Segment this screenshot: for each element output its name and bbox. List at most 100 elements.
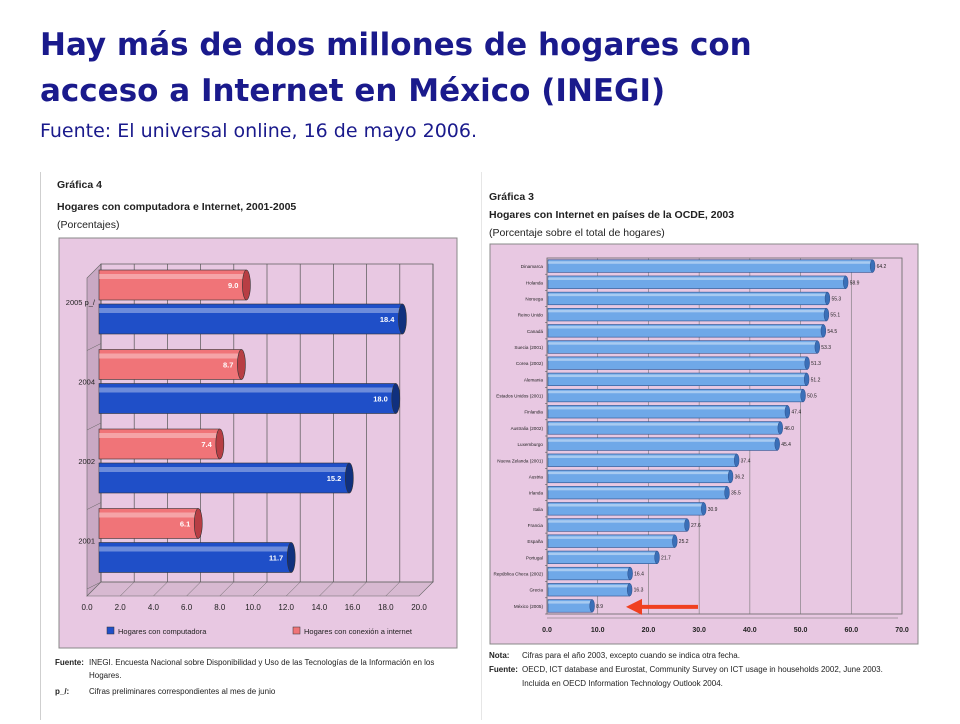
footnote-text: Cifras preliminares correspondientes al … xyxy=(89,687,276,696)
chart-heading: Gráfica 4 xyxy=(57,179,102,191)
bar-internet-2005-p xyxy=(98,269,247,301)
bar-cap xyxy=(804,356,810,370)
bar-highlight xyxy=(548,293,828,297)
chart-subtitle: (Porcentaje sobre el total de hogares) xyxy=(489,227,665,239)
category-label-canada: Canadá xyxy=(527,329,544,334)
bar-highlight xyxy=(99,387,396,393)
bar-cap xyxy=(589,599,595,613)
slide-title: Hay más de dos millones de hogares con a… xyxy=(40,22,940,114)
bar-cap xyxy=(869,259,876,273)
category-label-noruega: Noruega xyxy=(525,296,543,301)
bar-value-label: 46.0 xyxy=(784,426,794,432)
category-label-mexico-2005: México (2005) xyxy=(514,604,544,609)
bar-highlight xyxy=(548,471,731,475)
chart-subtitle: (Porcentajes) xyxy=(57,219,119,231)
bar-computer-2004 xyxy=(98,383,397,414)
chart-title: Hogares con computadora e Internet, 2001… xyxy=(57,201,296,213)
bar-value-label: 15.2 xyxy=(327,474,342,483)
x-tick-label: 20.0 xyxy=(642,627,656,634)
category-label-espana: España xyxy=(527,539,543,544)
bar-cap xyxy=(777,421,783,435)
bar-computer-2005-p xyxy=(98,303,403,335)
bar-internet-2001 xyxy=(98,508,199,539)
x-tick-label: 4.0 xyxy=(148,603,160,612)
bar-cap xyxy=(654,550,660,564)
bar-cap xyxy=(701,502,707,516)
x-tick-label: 16.0 xyxy=(345,603,361,612)
bar-cap xyxy=(398,303,407,335)
gridline-floor xyxy=(186,581,201,597)
bar-value-label: 53.3 xyxy=(821,345,831,351)
bar-cap xyxy=(800,388,806,403)
bar-cap xyxy=(804,372,810,386)
bar-value-label: 45.4 xyxy=(781,442,791,448)
bar-value-label: 58.9 xyxy=(850,280,860,286)
bar-value-label: 11.7 xyxy=(269,554,283,563)
category-label-australia-2002: Australia (2002) xyxy=(511,426,544,431)
bar-highlight xyxy=(548,342,818,345)
bar-value-label: 7.4 xyxy=(201,440,212,449)
x-tick-label: 70.0 xyxy=(895,627,909,634)
bar-value-label: 55.1 xyxy=(830,313,840,319)
bar-cap xyxy=(774,437,780,451)
bar-highlight xyxy=(548,261,873,264)
category-label-reino-unido: Reino Unido xyxy=(518,313,544,318)
footnote-label: Nota: xyxy=(489,651,509,660)
gridline-floor xyxy=(153,581,168,597)
x-tick-label: 60.0 xyxy=(844,627,858,634)
bar-highlight xyxy=(548,390,804,394)
bar-cap xyxy=(823,308,830,322)
bar-highlight xyxy=(548,423,781,426)
bar-cap xyxy=(843,275,849,289)
x-tick-label: 50.0 xyxy=(794,627,808,634)
category-label-corea-2002: Corea (2002) xyxy=(516,361,544,366)
category-label-luxemburgo: Luxemburgo xyxy=(517,442,543,447)
bar-value-label: 64.2 xyxy=(877,264,887,270)
x-tick-label: 10.0 xyxy=(591,627,605,634)
bar-value-label: 16.4 xyxy=(634,572,644,578)
gridline-floor xyxy=(86,581,102,597)
bar-cap xyxy=(345,462,354,494)
x-tick-label: 30.0 xyxy=(692,627,706,634)
bar-highlight xyxy=(548,358,808,361)
bar-highlight xyxy=(548,601,593,604)
footnote-text: Incluida en OECD Information Technology … xyxy=(522,679,723,688)
category-label-finlandia: Finlandia xyxy=(524,410,543,415)
category-label-austria: Austria xyxy=(529,474,544,479)
households-bar-chart: Gráfica 4 Hogares con computadora e Inter… xyxy=(55,179,458,696)
category-label-2001: 2001 xyxy=(78,537,95,546)
legend-swatch-computer xyxy=(106,626,115,635)
bar-value-label: 8.7 xyxy=(223,361,233,370)
chart-title: Hogares con Internet en países de la OCD… xyxy=(489,209,734,221)
bar-cap xyxy=(627,583,633,597)
bar-highlight xyxy=(548,374,807,378)
category-label-2002: 2002 xyxy=(78,457,95,466)
bar-value-label: 50.5 xyxy=(807,394,817,400)
x-tick-label: 18.0 xyxy=(378,603,394,612)
bar-internet-2004 xyxy=(98,349,242,380)
bar-highlight xyxy=(548,277,846,280)
bar-value-label: 9.0 xyxy=(228,281,238,290)
bar-value-label: 51.3 xyxy=(811,361,821,367)
bar-value-label: 51.2 xyxy=(811,377,821,383)
category-label-dinamarca: Dinamarca xyxy=(521,264,544,269)
category-label-2005-p: 2005 p_/ xyxy=(66,298,96,307)
x-tick-label: 14.0 xyxy=(312,603,328,612)
category-label-holanda: Holanda xyxy=(526,280,544,285)
legend-label-internet: Hogares con conexión a internet xyxy=(304,627,413,636)
bar-value-label: 18.0 xyxy=(373,395,388,404)
oecd-bar-chart: Gráfica 3 Hogares con Internet en países … xyxy=(489,191,919,688)
x-tick-label: 20.0 xyxy=(411,603,427,612)
bar-highlight xyxy=(99,512,199,518)
bar-highlight xyxy=(548,552,658,556)
x-tick-label: 6.0 xyxy=(181,603,193,612)
category-divider xyxy=(86,343,102,351)
bar-cap xyxy=(684,518,690,532)
bar-value-label: 54.5 xyxy=(827,329,837,335)
bar-highlight xyxy=(548,439,778,442)
gridline-floor xyxy=(219,581,234,597)
bar-computer-2001 xyxy=(98,542,292,573)
bar-highlight xyxy=(548,309,827,313)
footnote-label: p_/: xyxy=(55,687,69,696)
bar-highlight xyxy=(99,467,350,472)
